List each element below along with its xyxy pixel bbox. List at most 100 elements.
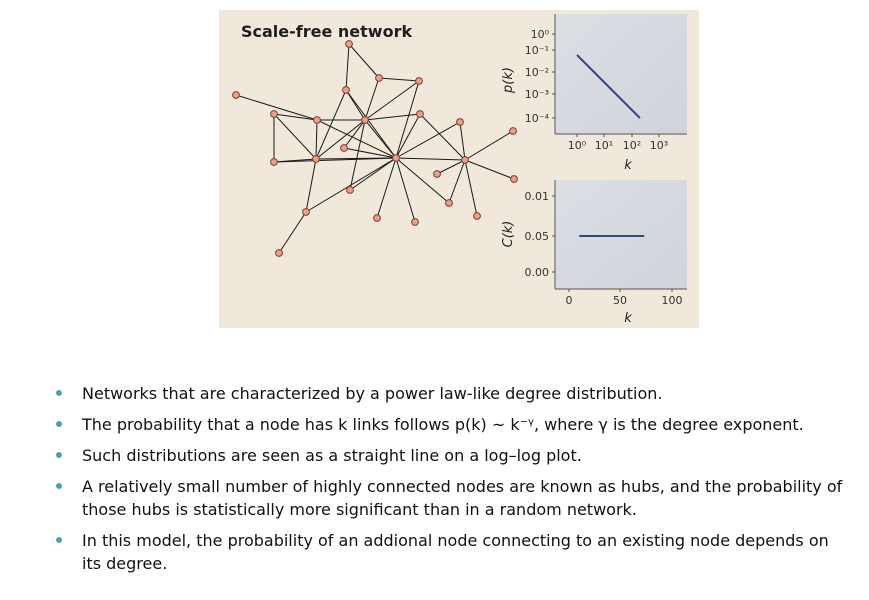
network-edge: [315, 89, 347, 160]
bullet-list: Networks that are characterized by a pow…: [56, 382, 846, 583]
bullet-item: Networks that are characterized by a pow…: [56, 382, 846, 405]
network-edge: [345, 89, 366, 121]
y-tick-label: 0.01: [525, 190, 550, 203]
network-edge: [273, 113, 317, 160]
network-node: [375, 74, 383, 82]
clustering-coefficient-plot: 0.01 0.05 0.00 0 50 100 k C(k): [501, 180, 687, 326]
network-node: [373, 214, 381, 222]
network-edge: [364, 80, 420, 121]
network-node: [510, 175, 518, 183]
y-axis-label: C(k): [501, 221, 516, 248]
bullet-dot: [56, 452, 62, 458]
bullet-item: Such distributions are seen as a straigh…: [56, 444, 846, 467]
network-node: [342, 86, 350, 94]
y-tick-label: 10⁰: [531, 28, 550, 41]
network-edge: [464, 130, 514, 161]
figure-title: Scale-free network: [241, 22, 413, 41]
x-axis-label: k: [624, 311, 632, 326]
network-edge: [395, 121, 461, 159]
network-edge: [364, 113, 421, 121]
bullet-text: Networks that are characterized by a pow…: [82, 384, 663, 403]
network-node: [473, 212, 481, 220]
bullet-text: A relatively small number of highly conn…: [82, 477, 843, 519]
network-node: [361, 116, 369, 124]
bullet-text: In this model, the probability of an add…: [82, 531, 829, 573]
degree-distribution-plot: 10⁰ 10⁻¹ 10⁻² 10⁻³ 10⁻⁴ 10⁰ 10¹ 10² 10³ k p(k): [501, 14, 687, 173]
scale-free-figure: Scale-free network 10⁰ 10⁻¹ 10⁻² 10⁻³ 10⁻⁴ 10…: [219, 10, 699, 328]
x-tick-label: 100: [662, 294, 683, 307]
network-node: [313, 116, 321, 124]
network-node: [392, 154, 400, 162]
x-tick-label: 10⁰: [568, 139, 587, 152]
network-edge: [345, 43, 350, 91]
network-node: [345, 40, 353, 48]
network-edge: [345, 89, 397, 159]
network-node: [415, 77, 423, 85]
network-edge: [395, 80, 420, 159]
network-node: [232, 91, 240, 99]
network-graph: [232, 40, 518, 257]
bullet-text: The probability that a node has k links …: [82, 415, 804, 434]
network-edge: [364, 77, 380, 121]
network-edge: [315, 119, 318, 160]
bullet-item: In this model, the probability of an add…: [56, 529, 846, 575]
network-edge: [235, 94, 318, 121]
network-node: [433, 170, 441, 178]
network-node: [346, 186, 354, 194]
network-node: [270, 158, 278, 166]
y-axis-label: p(k): [501, 67, 516, 94]
network-edge: [305, 158, 317, 213]
y-tick-label: 10⁻⁴: [525, 112, 550, 125]
network-node: [312, 155, 320, 163]
y-tick-label: 0.05: [525, 230, 550, 243]
x-tick-label: 50: [613, 294, 627, 307]
network-edge: [395, 157, 466, 161]
network-edge: [343, 147, 397, 159]
y-tick-label: 0.00: [525, 266, 550, 279]
network-edge: [376, 157, 397, 219]
bullet-text: Such distributions are seen as a straigh…: [82, 446, 582, 465]
network-edge: [378, 77, 420, 82]
network-edge: [349, 157, 397, 191]
plot-area: [555, 180, 687, 289]
y-tick-label: 10⁻²: [525, 66, 549, 79]
x-tick-label: 0: [566, 294, 573, 307]
network-node: [509, 127, 517, 135]
network-edge: [464, 159, 515, 180]
network-node: [340, 144, 348, 152]
network-node: [302, 208, 310, 216]
network-edge: [395, 157, 450, 204]
network-edge: [315, 119, 366, 160]
network-edge: [395, 113, 421, 159]
x-tick-label: 10²: [623, 139, 641, 152]
bullet-dot: [56, 537, 62, 543]
bullet-dot: [56, 483, 62, 489]
network-edge: [395, 157, 416, 223]
network-edge: [459, 121, 466, 161]
network-edge: [273, 158, 317, 163]
network-edge: [436, 159, 466, 175]
y-tick-label: 10⁻¹: [525, 44, 549, 57]
network-node: [456, 118, 464, 126]
network-edge: [273, 157, 397, 163]
network-edge: [349, 119, 366, 191]
plot-area: [555, 14, 687, 134]
x-tick-label: 10¹: [595, 139, 613, 152]
network-node: [270, 110, 278, 118]
bullet-dot: [56, 390, 62, 396]
y-tick-label: 10⁻³: [525, 88, 549, 101]
network-node: [461, 156, 469, 164]
network-edge: [419, 113, 466, 161]
network-edge: [348, 43, 380, 79]
series-line: [576, 54, 641, 119]
bullet-dot: [56, 421, 62, 427]
bullet-item: The probability that a node has k links …: [56, 413, 846, 436]
bullet-item: A relatively small number of highly conn…: [56, 475, 846, 521]
x-tick-label: 10³: [650, 139, 668, 152]
network-edge: [464, 159, 478, 217]
network-node: [411, 218, 419, 226]
x-axis-label: k: [624, 158, 632, 173]
network-edge: [273, 113, 318, 121]
network-node: [445, 199, 453, 207]
network-node: [275, 249, 283, 257]
